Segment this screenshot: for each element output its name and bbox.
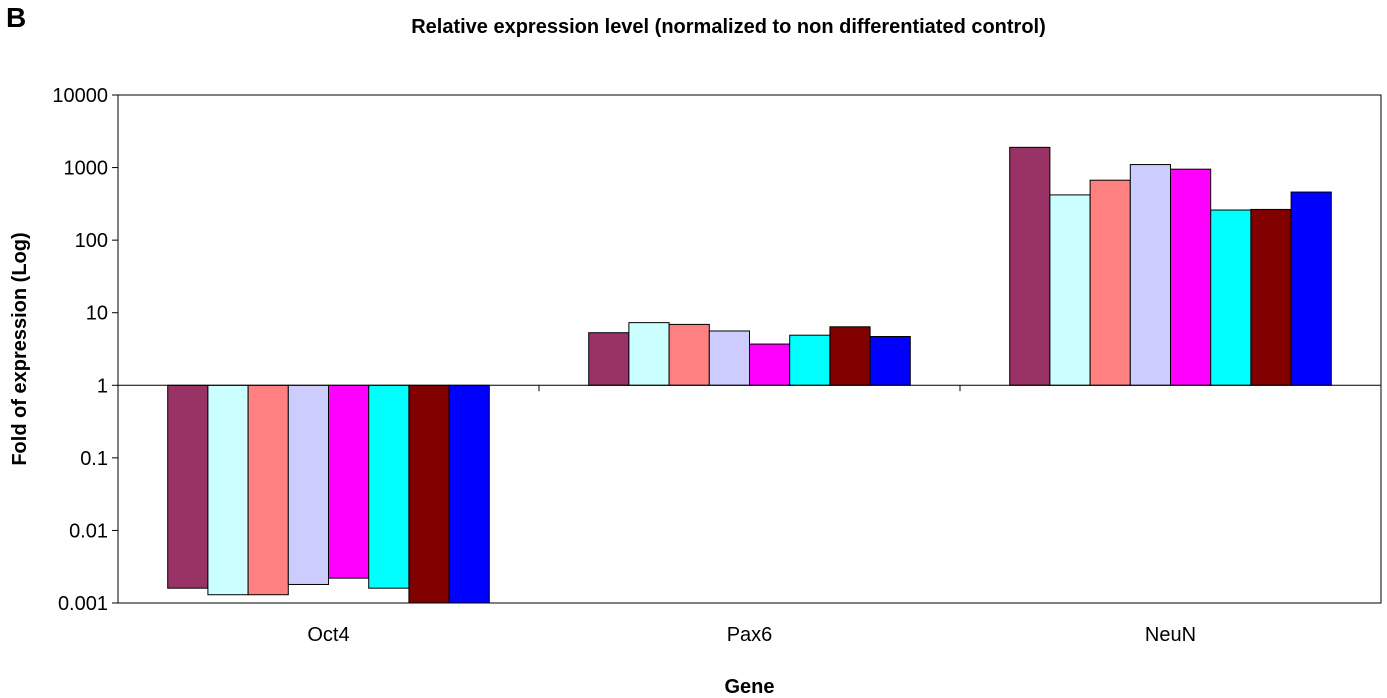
- bar: [368, 384, 410, 589]
- bar: [328, 384, 370, 579]
- y-tick-label: 0.01: [69, 520, 108, 542]
- bar: [1129, 164, 1172, 386]
- bar: [247, 384, 289, 596]
- bar: [287, 384, 329, 585]
- bar: [668, 323, 710, 386]
- bar: [167, 384, 209, 589]
- y-axis-ticks: 10000 1000 100 10 1 0.1 0.01 0.001: [52, 85, 118, 615]
- bar: [869, 336, 911, 386]
- bar: [1250, 208, 1292, 386]
- bar: [789, 334, 831, 386]
- x-category-label: NeuN: [1145, 624, 1196, 646]
- x-axis-title: Gene: [724, 676, 774, 698]
- bar: [588, 332, 630, 386]
- y-tick-label: 10: [86, 303, 108, 325]
- plot-area-frame: [117, 94, 1382, 604]
- x-category-label: Oct4: [307, 624, 349, 646]
- bar: [829, 326, 871, 386]
- y-tick-label: 1000: [64, 158, 109, 180]
- y-axis-title: Fold of expression (Log): [9, 232, 31, 465]
- y-tick-label: 0.001: [58, 593, 108, 615]
- chart-title: Relative expression level (normalized to…: [411, 16, 1046, 38]
- bar: [1049, 194, 1091, 386]
- bar: [408, 384, 450, 604]
- panel-label: B: [6, 2, 27, 33]
- bar: [448, 384, 490, 604]
- y-tick-label: 0.1: [80, 448, 108, 470]
- y-tick-label: 100: [75, 230, 108, 252]
- y-tick-label: 10000: [52, 85, 108, 107]
- bar: [1089, 179, 1131, 386]
- bar: [708, 330, 750, 386]
- bar: [207, 384, 249, 596]
- bar: [1009, 146, 1051, 386]
- bar: [1170, 168, 1212, 386]
- x-category-label: Pax6: [727, 624, 773, 646]
- bar: [749, 343, 791, 386]
- y-tick-label: 1: [97, 375, 108, 397]
- bar: [1210, 209, 1252, 386]
- x-axis-ticks: Oct4 Pax6 NeuN: [117, 385, 1382, 646]
- bar: [1290, 191, 1332, 386]
- bar: [628, 322, 670, 386]
- bars-group: [167, 146, 1332, 604]
